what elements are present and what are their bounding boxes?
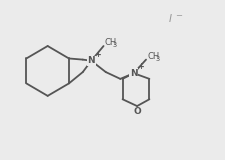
Text: N: N [130,69,137,78]
Text: CH: CH [147,52,159,61]
Text: 3: 3 [155,56,160,62]
Text: +: + [94,50,101,59]
Text: 3: 3 [113,42,117,48]
Text: CH: CH [105,38,117,47]
Text: N: N [88,56,95,65]
Text: −: − [176,12,182,21]
Text: +: + [137,62,143,71]
Text: O: O [133,107,141,116]
Text: I: I [168,14,171,24]
